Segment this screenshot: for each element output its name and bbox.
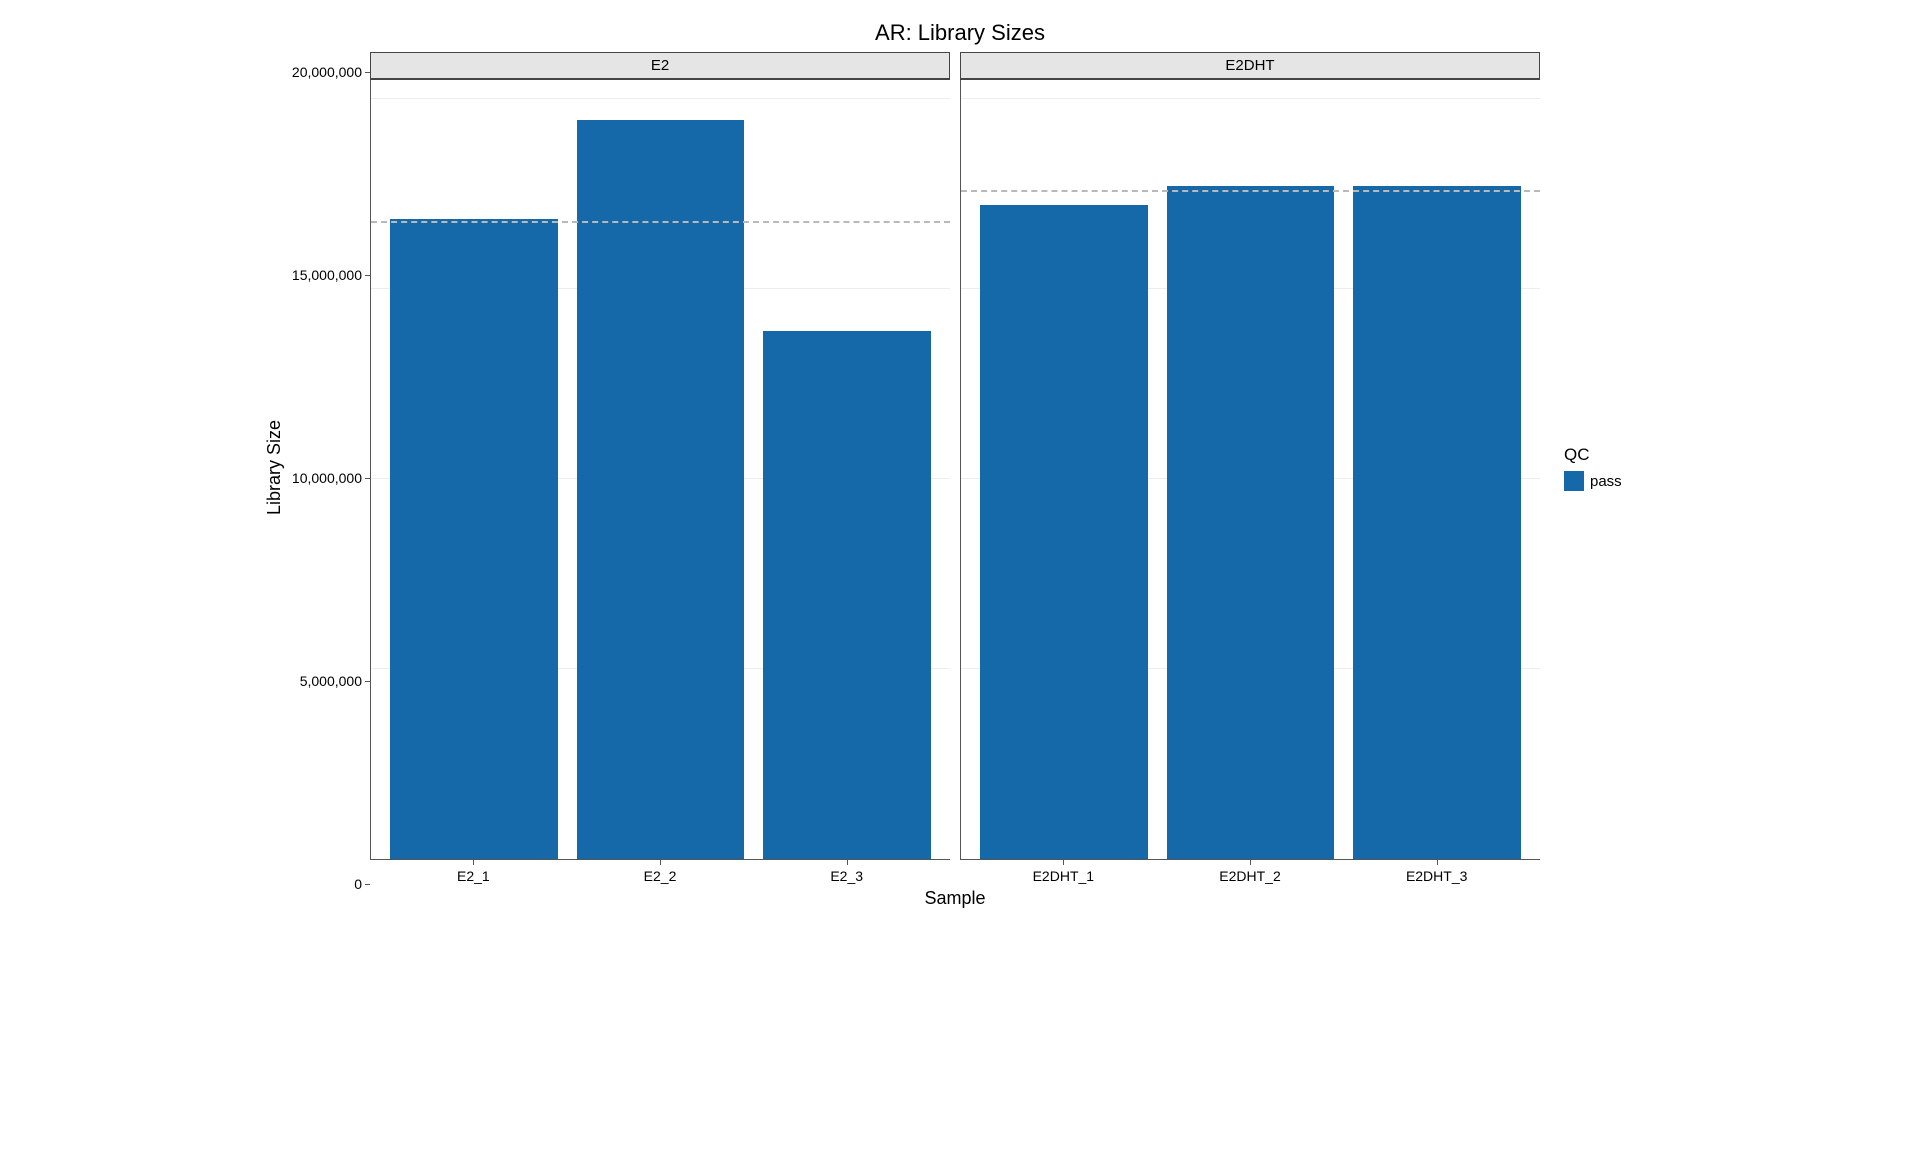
chart-body: Library Size 05,000,00010,000,00015,000,… [260,52,1660,884]
y-tick-label: 15,000,000 [292,267,362,283]
plot-area [370,80,950,860]
bar [763,331,931,859]
bars-container [371,80,950,859]
bar [1167,186,1335,859]
y-tick-label: 10,000,000 [292,470,362,486]
chart-title: AR: Library Sizes [260,20,1660,46]
facet-panels: E2 E2_1E2_2E2_3 E2DHT E2DHT_1E2DHT_2E2DHT_3 [370,52,1540,884]
legend-items: pass [1564,471,1660,491]
x-axis-title-row: Sample [260,884,1660,909]
y-axis: Library Size 05,000,00010,000,00015,000,… [260,52,370,884]
x-tick-label: E2DHT_3 [1343,860,1530,884]
x-axis-ticks: E2DHT_1E2DHT_2E2DHT_3 [960,860,1540,884]
x-axis-title: Sample [370,888,1540,909]
mean-reference-line [961,190,1540,192]
bar [980,205,1148,859]
x-tick-label: E2_3 [753,860,940,884]
x-tick-label: E2_2 [567,860,754,884]
bar-slot [754,80,940,859]
bar-slot [1157,80,1343,859]
bar [390,219,558,859]
library-sizes-chart: AR: Library Sizes Library Size 05,000,00… [260,20,1660,909]
y-axis-ticks: 05,000,00010,000,00015,000,00020,000,000 [285,52,370,884]
bar-slot [567,80,753,859]
x-tick-label: E2DHT_1 [970,860,1157,884]
x-axis-ticks: E2_1E2_2E2_3 [370,860,950,884]
mean-reference-line [371,221,950,223]
facet-panel: E2DHT E2DHT_1E2DHT_2E2DHT_3 [960,52,1540,884]
legend: QC pass [1540,52,1660,884]
facet-strip-label: E2DHT [960,52,1540,80]
legend-label: pass [1590,473,1622,490]
legend-title: QC [1564,445,1660,465]
bar [1353,186,1521,859]
y-tick-label: 20,000,000 [292,64,362,80]
bar [577,120,745,859]
plot-area [960,80,1540,860]
y-tick-label: 5,000,000 [300,673,362,689]
facet-panel: E2 E2_1E2_2E2_3 [370,52,950,884]
bar-slot [971,80,1157,859]
x-tick-label: E2_1 [380,860,567,884]
legend-item: pass [1564,471,1660,491]
bars-container [961,80,1540,859]
legend-swatch [1564,471,1584,491]
bar-slot [1344,80,1530,859]
x-tick-label: E2DHT_2 [1157,860,1344,884]
y-axis-title: Library Size [260,420,285,515]
bar-slot [381,80,567,859]
facet-strip-label: E2 [370,52,950,80]
